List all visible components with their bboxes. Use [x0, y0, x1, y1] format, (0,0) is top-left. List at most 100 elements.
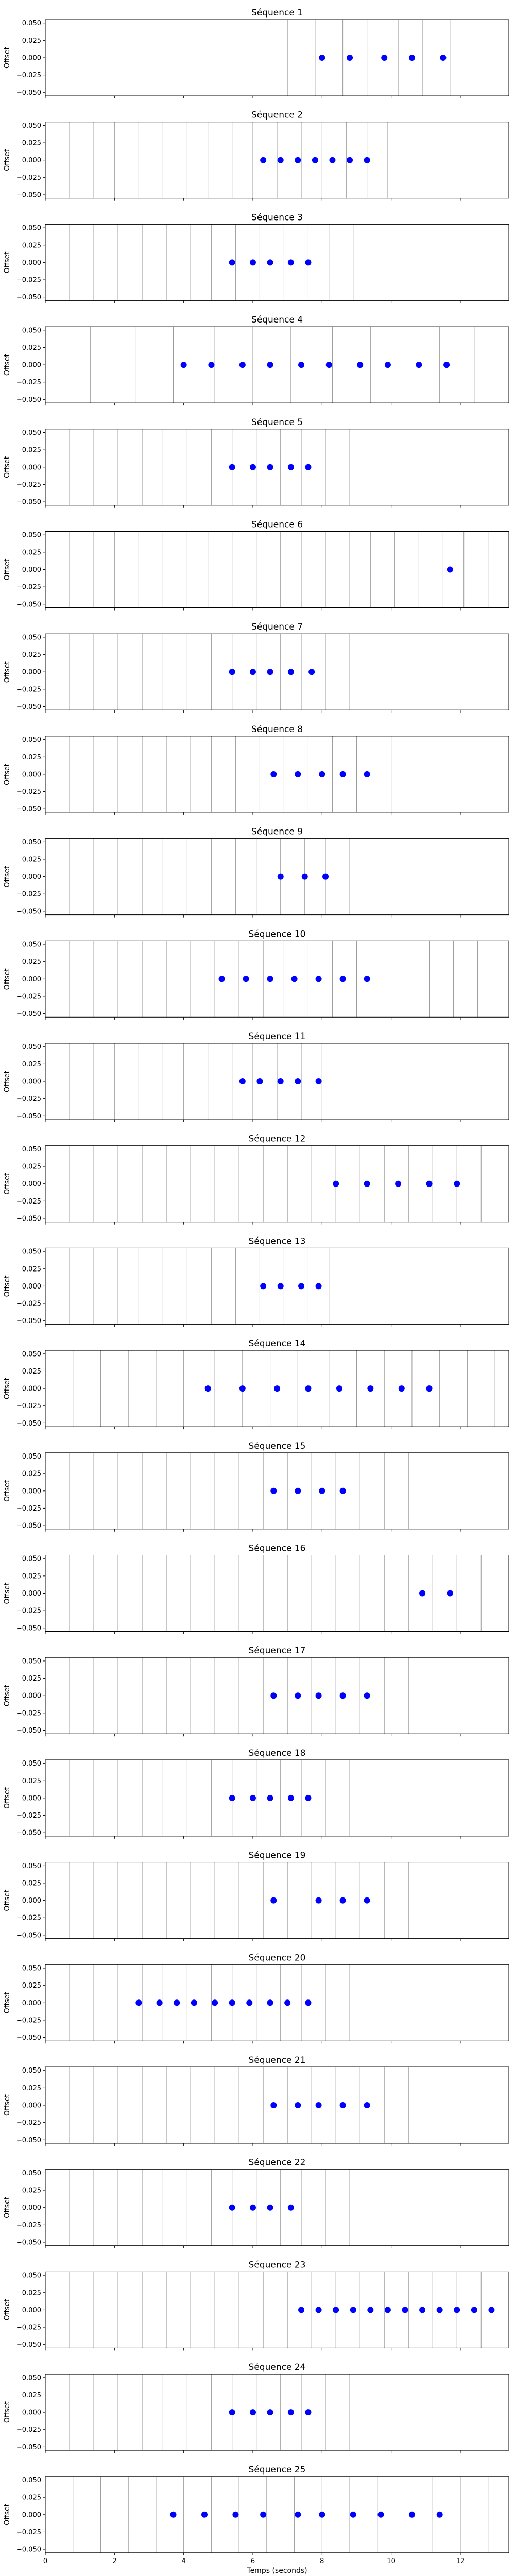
y-axis-label: Offset — [3, 866, 11, 888]
subplot-title: Séquence 5 — [251, 417, 303, 428]
data-point — [350, 2307, 356, 2313]
y-tick-label: 0.000 — [22, 1283, 41, 1291]
axes-frame — [45, 531, 509, 608]
subplot-title: Séquence 21 — [249, 2055, 306, 2065]
y-tick-label: 0.050 — [22, 1146, 41, 1154]
data-point — [287, 669, 294, 675]
data-point — [249, 464, 256, 470]
y-axis-label: Offset — [3, 558, 11, 581]
data-point — [249, 259, 256, 266]
subplot-title: Séquence 2 — [251, 110, 303, 121]
y-tick-label: −0.050 — [16, 1931, 41, 1939]
data-point — [287, 1794, 294, 1801]
y-tick-label: 0.050 — [22, 2170, 41, 2177]
data-point — [377, 2511, 384, 2518]
data-point — [270, 1487, 277, 1494]
y-tick-label: 0.050 — [22, 2477, 41, 2484]
y-axis-label: Offset — [3, 661, 11, 683]
y-tick-label: 0.050 — [22, 1760, 41, 1768]
data-point — [287, 2204, 294, 2211]
data-point — [301, 873, 308, 880]
data-point — [447, 1590, 453, 1597]
axes-frame — [45, 838, 509, 916]
y-tick-label: 0.000 — [22, 873, 41, 881]
y-tick-label: 0.000 — [22, 669, 41, 676]
y-tick-label: 0.050 — [22, 327, 41, 334]
data-point — [315, 2102, 322, 2108]
y-axis-label: Offset — [3, 354, 11, 376]
y-tick-label: 0.050 — [22, 2374, 41, 2382]
subplot-7: Séquence 7 0.050 0.025 0.000 −0.025 −0.050 Off… — [3, 622, 509, 713]
y-tick-label: 0.050 — [22, 736, 41, 744]
data-point — [419, 2307, 426, 2313]
y-tick-label: 0.050 — [22, 1453, 41, 1461]
data-point — [243, 976, 249, 982]
data-point — [249, 2409, 256, 2416]
data-point — [315, 976, 322, 982]
data-point — [267, 2204, 273, 2211]
y-tick-label: 0.025 — [22, 651, 41, 659]
subplot-24: Séquence 24 0.050 0.025 0.000 −0.025 −0.050 Of… — [3, 2362, 509, 2453]
x-tick-label: 12 — [456, 2557, 465, 2565]
y-axis-label: Offset — [3, 1173, 11, 1195]
data-point — [212, 1999, 218, 2006]
y-tick-label: 0.025 — [22, 1368, 41, 1376]
y-tick-label: −0.050 — [16, 1522, 41, 1530]
data-point — [239, 362, 246, 368]
subplot-6: Séquence 6 0.050 0.025 0.000 −0.025 −0.050 Off… — [3, 520, 509, 611]
data-point — [329, 157, 336, 163]
subplot-title: Séquence 8 — [251, 724, 303, 735]
data-point — [305, 1794, 312, 1801]
data-point — [229, 1794, 235, 1801]
data-point — [315, 1283, 322, 1290]
data-point — [260, 1283, 267, 1290]
y-tick-label: −0.050 — [16, 1420, 41, 1428]
axes-frame — [45, 2374, 509, 2451]
data-point — [333, 2307, 339, 2313]
y-tick-label: 0.025 — [22, 1675, 41, 1683]
data-point — [229, 2409, 235, 2416]
axes-frame — [45, 633, 509, 710]
y-tick-label: −0.050 — [16, 2137, 41, 2144]
data-point — [454, 2307, 460, 2313]
data-point — [267, 464, 273, 470]
subplot-title: Séquence 7 — [251, 622, 303, 632]
subplot-title: Séquence 1 — [251, 8, 303, 18]
axes-frame — [45, 940, 509, 1018]
data-point — [305, 1385, 312, 1392]
y-tick-label: 0.025 — [22, 1777, 41, 1785]
y-tick-label: 0.025 — [22, 37, 41, 45]
data-point — [298, 362, 305, 368]
data-point — [229, 2204, 235, 2211]
y-tick-label: −0.025 — [16, 1709, 41, 1717]
y-tick-label: 0.000 — [22, 976, 41, 984]
y-tick-label: −0.050 — [16, 2444, 41, 2451]
y-tick-label: 0.025 — [22, 1879, 41, 1887]
y-tick-label: 0.050 — [22, 1248, 41, 1256]
subplot-4: Séquence 4 0.050 0.025 0.000 −0.025 −0.050 Off… — [3, 315, 509, 406]
y-tick-label: 0.025 — [22, 2084, 41, 2092]
y-tick-label: −0.050 — [16, 806, 41, 814]
data-point — [408, 55, 415, 61]
data-point — [339, 1692, 346, 1699]
data-point — [284, 1999, 291, 2006]
y-tick-label: −0.025 — [16, 2426, 41, 2434]
data-point — [277, 1283, 284, 1290]
y-tick-label: −0.050 — [16, 1215, 41, 1223]
axes-frame — [45, 2169, 509, 2246]
data-point — [416, 362, 422, 368]
y-tick-label: −0.025 — [16, 2119, 41, 2127]
subplot-20: Séquence 20 0.050 0.025 0.000 −0.025 −0.050 Of… — [3, 1953, 509, 2044]
data-point — [239, 1385, 246, 1392]
data-point — [270, 771, 277, 777]
subplot-13: Séquence 13 0.050 0.025 0.000 −0.025 −0.050 Of… — [3, 1236, 509, 1327]
subplot-1: Séquence 1 0.050 0.025 0.000 −0.025 −0.050 Off… — [3, 8, 509, 98]
y-tick-label: 0.050 — [22, 1350, 41, 1358]
data-point — [339, 976, 346, 982]
y-tick-label: 0.025 — [22, 242, 41, 249]
y-axis-label: Offset — [3, 968, 11, 990]
data-point — [364, 976, 370, 982]
data-point — [443, 362, 450, 368]
y-tick-label: −0.050 — [16, 1317, 41, 1325]
y-tick-label: 0.025 — [22, 2289, 41, 2297]
